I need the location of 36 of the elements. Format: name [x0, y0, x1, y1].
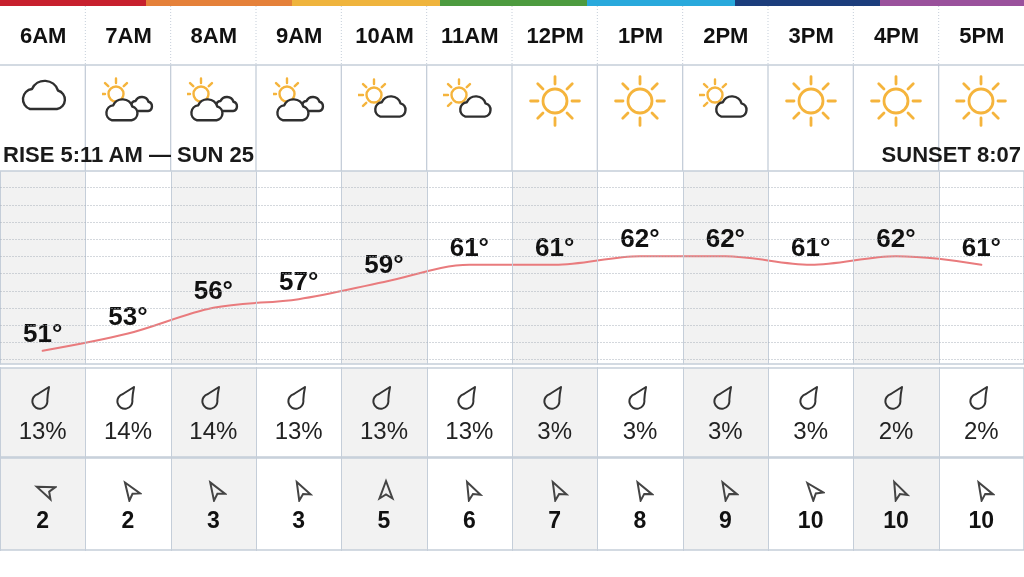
data-label: 61°: [961, 231, 1001, 262]
data-label: 2%: [963, 417, 999, 444]
data-label: 57°: [279, 266, 319, 297]
data-label: 3%: [537, 417, 573, 444]
data-label: 7: [548, 507, 562, 533]
data-label: 3%: [793, 417, 829, 444]
data-label: 2%: [878, 417, 914, 444]
data-label: 8: [633, 507, 647, 533]
data-label: 2: [36, 507, 50, 533]
data-label: 9: [718, 507, 732, 533]
data-label: 53°: [108, 300, 148, 331]
data-label: 2: [121, 507, 135, 533]
data-label: 13%: [359, 417, 409, 444]
data-label: 10: [883, 507, 909, 533]
data-label: 62°: [620, 223, 660, 254]
data-label: 61°: [449, 231, 489, 262]
data-label: 51°: [23, 317, 63, 348]
data-label: 13%: [274, 417, 323, 444]
data-label: 5: [377, 507, 391, 533]
data-label: 10: [797, 507, 824, 533]
data-label: 3: [292, 507, 306, 533]
data-label: 3%: [622, 417, 658, 444]
data-label: 14%: [103, 417, 153, 444]
data-label: 14%: [189, 417, 238, 444]
data-label: 62°: [705, 223, 745, 254]
data-label: 56°: [193, 274, 233, 305]
data-label: 10: [968, 507, 995, 533]
data-label: 13%: [18, 417, 67, 444]
data-label: 59°: [364, 248, 404, 279]
data-label: 61°: [791, 231, 831, 262]
data-label: 13%: [445, 417, 494, 444]
data-label: 6: [462, 507, 476, 533]
data-label: 62°: [876, 223, 916, 254]
data-label: 3: [206, 507, 220, 533]
data-label: 3%: [707, 417, 743, 444]
data-label: 61°: [535, 231, 575, 262]
